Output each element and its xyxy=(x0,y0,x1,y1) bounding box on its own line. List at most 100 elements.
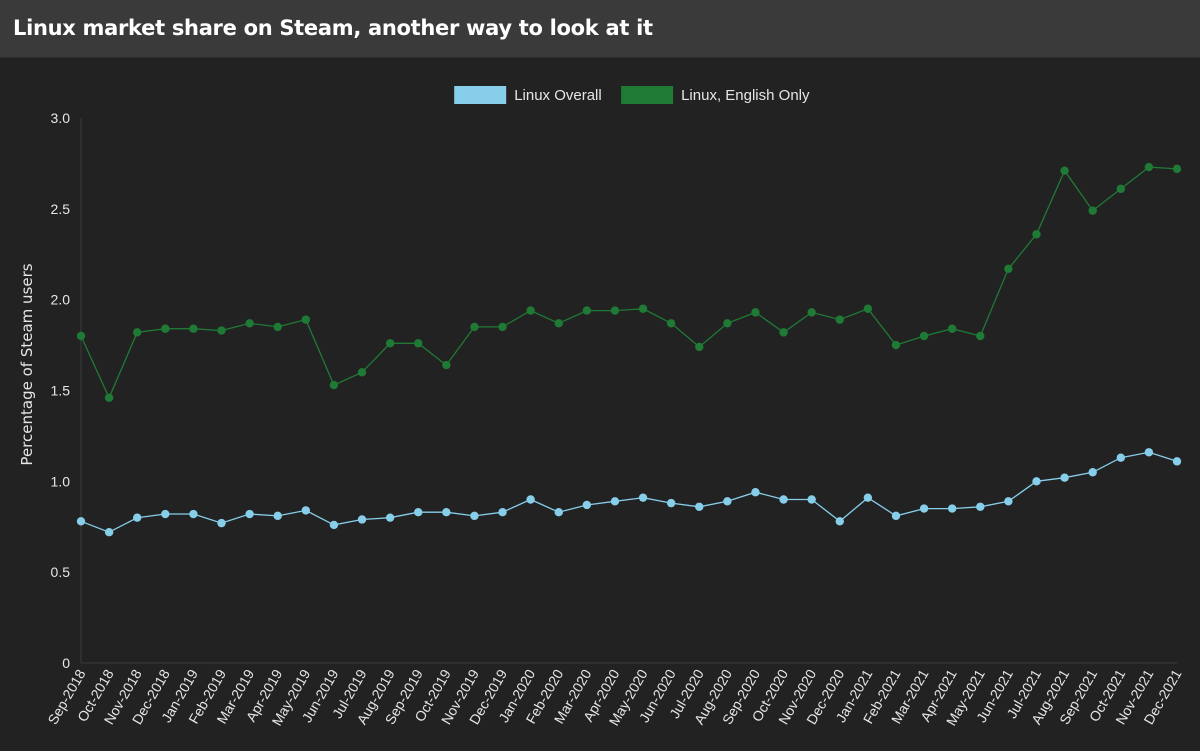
data-point xyxy=(863,304,873,313)
data-point xyxy=(610,306,620,315)
data-point xyxy=(357,368,367,377)
data-point xyxy=(273,322,282,332)
y-tick-label: 2.5 xyxy=(51,201,71,217)
data-point xyxy=(1060,166,1069,175)
legend-swatch xyxy=(621,86,674,104)
data-point xyxy=(1088,206,1097,215)
y-tick-label: 2.0 xyxy=(51,292,71,308)
data-point xyxy=(245,319,254,328)
series-line xyxy=(80,166,1178,400)
data-point xyxy=(1172,164,1182,174)
data-point xyxy=(385,513,395,522)
data-point xyxy=(526,306,535,315)
data-point xyxy=(273,511,282,521)
data-point xyxy=(666,319,676,328)
data-point xyxy=(1032,230,1041,239)
data-point xyxy=(891,511,901,521)
data-point xyxy=(976,331,985,341)
data-point xyxy=(807,495,816,504)
data-point xyxy=(133,328,142,337)
data-point xyxy=(498,508,507,517)
series-linux-english-only xyxy=(76,162,1182,402)
data-point xyxy=(1004,264,1013,273)
data-point xyxy=(919,331,929,341)
y-tick-label: 3.0 xyxy=(51,110,71,126)
data-point xyxy=(442,508,451,517)
data-point xyxy=(1004,497,1013,506)
data-point xyxy=(891,340,901,350)
data-point xyxy=(442,360,451,370)
data-point xyxy=(723,319,732,328)
y-tick-label: 1.0 xyxy=(51,473,71,489)
data-point xyxy=(385,339,395,348)
legend-item: Linux, English Only xyxy=(621,86,810,104)
data-point xyxy=(526,495,535,504)
data-point xyxy=(470,322,479,332)
data-point xyxy=(947,504,957,513)
data-point xyxy=(610,497,620,506)
y-axis-title: Percentage of Steam users xyxy=(18,263,36,465)
data-point xyxy=(863,493,873,502)
data-point xyxy=(1116,453,1125,462)
data-point xyxy=(329,520,339,530)
data-point xyxy=(947,324,957,333)
data-point xyxy=(357,515,367,524)
data-point xyxy=(807,308,816,317)
data-point xyxy=(1144,162,1154,172)
data-point xyxy=(1144,448,1154,457)
data-point xyxy=(723,497,732,506)
data-point xyxy=(301,315,311,324)
series-line xyxy=(80,451,1178,533)
data-point xyxy=(76,517,86,526)
data-point xyxy=(638,304,648,313)
data-point xyxy=(582,500,592,510)
data-point xyxy=(414,339,423,348)
data-point xyxy=(835,517,844,526)
data-point xyxy=(470,511,479,521)
data-point xyxy=(835,315,844,324)
data-point xyxy=(638,493,648,502)
legend-label: Linux, English Only xyxy=(681,87,810,104)
page-title: Linux market share on Steam, another way… xyxy=(13,16,653,40)
y-tick-label: 0.5 xyxy=(51,564,71,580)
data-point xyxy=(779,495,788,504)
data-point xyxy=(695,342,704,352)
chart-area: 0 0.5 1.0 1.5 2.0 2.5 3.0 Percentage of Steam u… xyxy=(0,58,1200,751)
data-point xyxy=(104,393,114,402)
data-point xyxy=(301,506,311,515)
data-point xyxy=(919,504,929,513)
legend-item: Linux Overall xyxy=(454,86,602,104)
data-point xyxy=(76,331,86,341)
data-point xyxy=(779,328,788,337)
data-point xyxy=(104,528,114,537)
data-point xyxy=(1060,473,1069,482)
data-point xyxy=(751,308,760,317)
data-point xyxy=(976,502,985,511)
data-point xyxy=(217,518,226,528)
data-point xyxy=(133,513,142,522)
data-point xyxy=(1032,477,1041,486)
data-point xyxy=(1116,184,1125,194)
line-chart: 0 0.5 1.0 1.5 2.0 2.5 3.0 Percentage of Steam u… xyxy=(18,86,1185,728)
data-point xyxy=(554,508,563,517)
legend: Linux Overall Linux, English Only xyxy=(454,86,810,104)
data-point xyxy=(498,322,507,332)
data-point xyxy=(161,509,170,519)
y-tick-label: 1.5 xyxy=(51,383,71,399)
data-point xyxy=(1172,457,1182,466)
data-point xyxy=(1088,468,1097,477)
data-point xyxy=(189,324,198,333)
y-tick-label: 0 xyxy=(62,655,70,671)
series-linux-overall xyxy=(76,448,1182,537)
data-point xyxy=(189,509,198,519)
data-point xyxy=(329,380,339,390)
data-point xyxy=(414,508,423,517)
data-point xyxy=(582,306,592,315)
title-bar: Linux market share on Steam, another way… xyxy=(0,0,1200,58)
data-point xyxy=(751,488,760,497)
legend-swatch xyxy=(454,86,507,104)
data-point xyxy=(666,498,676,508)
legend-label: Linux Overall xyxy=(514,87,602,104)
data-point xyxy=(695,502,704,511)
data-point xyxy=(217,326,226,335)
